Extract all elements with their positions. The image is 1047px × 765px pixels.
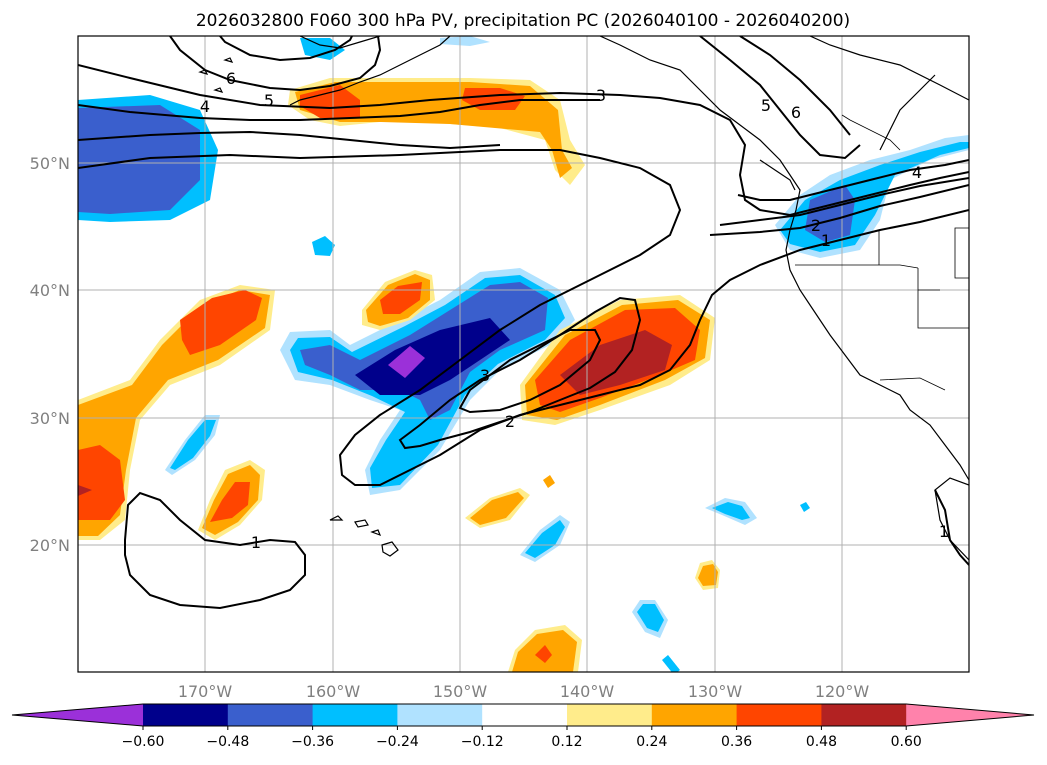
colorbar-tick-label: 0.36 [721,734,752,750]
contour-label: 2 [811,216,821,235]
contour-label: 3 [596,86,606,105]
map-area: 6 4 5 3 5 6 4 2 1 3 2 1 1 [78,36,969,672]
colorbar-tick-label: 0.48 [806,734,837,750]
lon-tick-label: 160°W [306,682,361,701]
colorbar-segment [736,704,822,726]
lat-labels: 20°N 30°N 40°N 50°N [30,154,70,555]
contour-label: 6 [791,103,801,122]
contour-label: 4 [200,97,210,116]
lon-tick-label: 130°W [688,682,743,701]
contour-label: 6 [226,69,236,88]
map-frame [77,35,970,673]
colorbar-extend-low [12,704,143,726]
colorbar-tick-label: −0.12 [461,734,504,750]
lon-tick-label: 140°W [560,682,615,701]
contour-label: 5 [264,91,274,110]
lon-labels: 170°W 160°W 150°W 140°W 130°W 120°W [178,682,870,701]
lon-tick-label: 170°W [178,682,233,701]
contour-labels: 6 4 5 3 5 6 4 2 1 3 2 1 1 [200,69,949,552]
contour-label: 5 [761,96,771,115]
precip-shading [78,36,969,672]
colorbar-tick-label: 0.60 [891,734,922,750]
colorbar-segment [227,704,314,726]
colorbar-segment [567,704,653,726]
plot-title: 2026032800 F060 300 hPa PV, precipitatio… [196,11,850,31]
colorbar-tick-label: −0.36 [291,734,334,750]
lat-tick-label: 30°N [30,409,70,428]
lat-tick-label: 40°N [30,281,70,300]
lon-tick-label: 120°W [815,682,870,701]
colorbar: −0.60 −0.48 −0.36 −0.24 −0.12 0.12 0.24 0.36 0.4… [11,703,1035,750]
borders [795,114,969,391]
colorbar-segment [821,704,907,726]
colorbar-segment [651,704,738,726]
contour-label: 3 [480,366,490,385]
contour-label: 1 [821,231,831,250]
colorbar-extend-high [906,704,1034,726]
colorbar-tick-label: −0.24 [376,734,419,750]
lat-tick-label: 50°N [30,154,70,173]
colorbar-tick-label: 0.12 [551,734,582,750]
pv-contours [78,36,969,610]
contour-label: 4 [912,163,922,182]
contour-label: 2 [505,412,515,431]
colorbar-segment [143,704,229,726]
colorbar-segment [312,704,398,726]
contour-label: 1 [251,533,261,552]
coastlines [198,36,969,561]
lon-tick-label: 150°W [433,682,488,701]
colorbar-tick-label: −0.60 [122,734,165,750]
colorbar-segment [397,704,483,726]
graticule [78,36,969,672]
contour-label: 1 [939,522,949,541]
colorbar-segment [482,704,568,726]
colorbar-tick-label: −0.48 [206,734,249,750]
colorbar-tick-label: 0.24 [636,734,667,750]
lat-tick-label: 20°N [30,536,70,555]
